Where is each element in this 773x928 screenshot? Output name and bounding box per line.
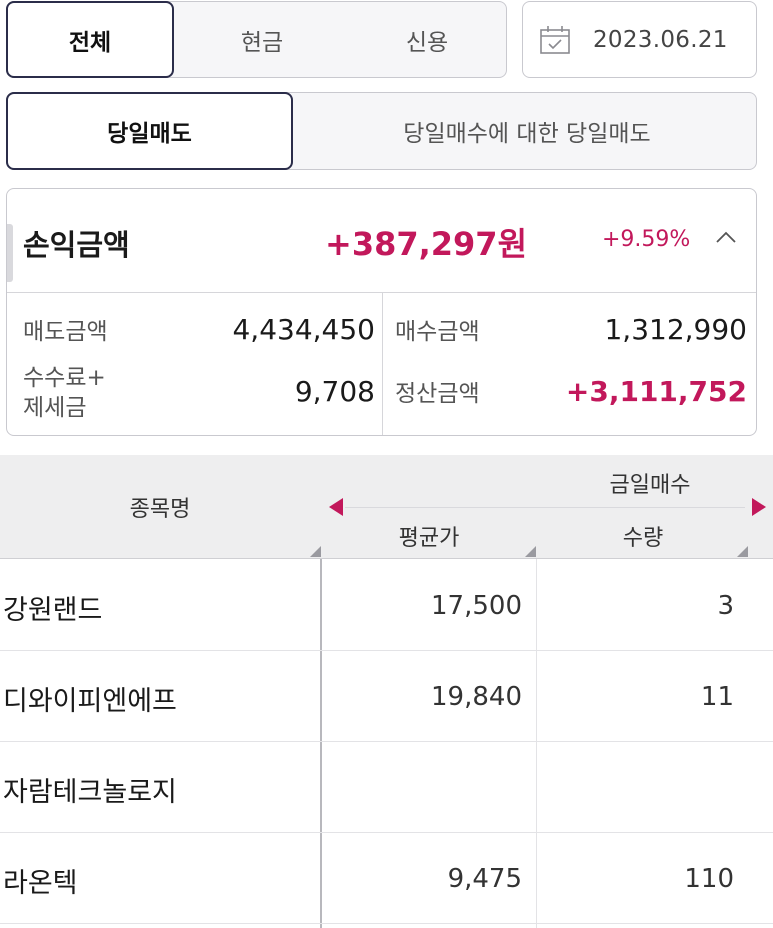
side-handle <box>7 224 13 282</box>
quantity: 110 <box>684 864 734 894</box>
settle-amount-label: 정산금액 <box>395 381 480 407</box>
account-type-tabs: 현금 신용 전체 <box>6 1 507 78</box>
stock-name: 강원랜드 <box>3 595 103 626</box>
pnl-rate: +9.59% <box>602 227 691 252</box>
table-row[interactable]: 디와이피엔에프 19,840 11 <box>0 651 773 742</box>
avg-price: 19,840 <box>431 682 522 712</box>
buy-amount-value: 1,312,990 <box>604 313 747 346</box>
quantity: 3 <box>717 591 734 621</box>
pnl-summary-card: 손익금액 +387,297원 +9.59% 매도금액 4,434,450 매수금… <box>6 188 757 436</box>
column-divider <box>320 559 322 928</box>
trade-type-toggle: 당일매수에 대한 당일매도 당일매도 <box>6 92 757 170</box>
tab-all[interactable]: 전체 <box>6 1 174 78</box>
date-picker[interactable]: 2023.06.21 <box>522 1 757 78</box>
table-row[interactable]: 라온텍 9,475 110 <box>0 833 773 924</box>
column-header-avg-price[interactable]: 평균가 <box>398 526 460 551</box>
fee-tax-label-line2: 제세금 <box>23 395 87 421</box>
settle-amount-value: +3,111,752 <box>565 375 747 408</box>
buy-amount-label: 매수금액 <box>395 319 480 345</box>
quantity: 11 <box>700 682 734 712</box>
arrow-right-icon[interactable] <box>752 498 766 516</box>
header-divider <box>345 507 745 508</box>
sell-amount-label: 매도금액 <box>23 319 108 345</box>
column-divider <box>536 559 537 928</box>
tab-same-day-sell-of-buy[interactable]: 당일매수에 대한 당일매도 <box>403 121 651 147</box>
avg-price: 9,475 <box>447 864 522 894</box>
column-header-quantity[interactable]: 수량 <box>622 526 664 551</box>
tab-same-day-sell[interactable]: 당일매도 <box>6 92 293 170</box>
table-row[interactable]: 자람테크놀로지 <box>0 742 773 833</box>
tab-cash[interactable]: 현금 <box>240 29 284 56</box>
table-row[interactable]: 강원랜드 17,500 3 <box>0 560 773 651</box>
sort-indicator-icon <box>525 546 536 557</box>
column-group-today-buy: 금일매수 <box>609 473 691 498</box>
stock-list: 강원랜드 17,500 3 디와이피엔에프 19,840 11 자람테크놀로지 … <box>0 560 773 924</box>
fee-tax-label-line1: 수수료+ <box>23 365 106 391</box>
stock-name: 디와이피엔에프 <box>3 686 177 717</box>
arrow-left-icon[interactable] <box>329 498 343 516</box>
selected-date: 2023.06.21 <box>593 26 728 53</box>
stock-name: 라온텍 <box>3 868 78 899</box>
column-header-name[interactable]: 종목명 <box>129 497 191 522</box>
chevron-up-icon[interactable] <box>715 229 737 245</box>
summary-divider <box>382 293 383 435</box>
sort-indicator-icon <box>737 546 748 557</box>
sell-amount-value: 4,434,450 <box>232 313 375 346</box>
pnl-summary-header[interactable]: 손익금액 +387,297원 +9.59% <box>7 189 756 293</box>
pnl-amount: +387,297원 <box>325 225 528 263</box>
fee-tax-value: 9,708 <box>294 375 375 408</box>
tab-credit[interactable]: 신용 <box>405 29 449 56</box>
avg-price: 17,500 <box>431 591 522 621</box>
calendar-icon <box>540 25 570 54</box>
stock-name: 자람테크놀로지 <box>3 777 177 808</box>
sort-indicator-icon <box>310 546 321 557</box>
pnl-label: 손익금액 <box>23 228 130 262</box>
